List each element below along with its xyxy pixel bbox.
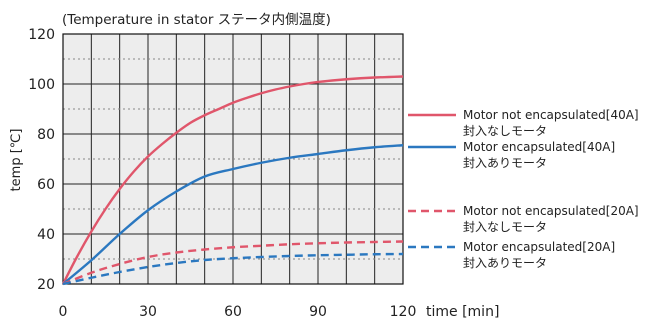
y-axis-label: temp [℃] [9,129,24,192]
legend-label-1: Motor not encapsulated[40A] [463,108,639,122]
x-tick-labels: 0 30 60 90 120 [59,304,417,320]
y-tick-label: 120 [28,27,55,43]
series-layer [61,75,404,286]
x-tick-label: 90 [309,304,327,320]
legend-label-ja-4: 封入ありモータ [463,256,547,270]
legend-label-ja-1: 封入なしモータ [463,124,547,138]
x-tick-label: 0 [59,304,68,320]
series-line-4 [62,252,404,286]
legend-label-4: Motor encapsulated[20A] [463,240,615,254]
y-tick-label: 20 [37,277,55,293]
y-tick-label: 80 [37,127,55,143]
y-tick-labels: 20 40 60 80 100 120 [28,27,55,293]
y-tick-label: 100 [28,77,55,93]
legend: Motor not encapsulated[40A] 封入なしモータ Motor … [408,108,639,270]
x-tick-label: 60 [224,304,242,320]
series-line-1 [61,75,404,285]
legend-label-3: Motor not encapsulated[20A] [463,204,639,218]
series-line-3 [62,240,404,286]
legend-label-ja-3: 封入なしモータ [463,220,547,234]
chart-title: (Temperature in stator ステータ内側温度) [62,12,331,28]
x-tick-label: 30 [139,304,157,320]
x-tick-label: 120 [390,304,417,320]
plot-border [62,33,404,285]
y-tick-label: 40 [37,227,55,243]
x-axis-label: time [min] [426,304,499,320]
legend-label-ja-2: 封入ありモータ [463,156,547,170]
series-line-2 [62,144,404,285]
y-tick-label: 60 [37,177,55,193]
legend-label-2: Motor encapsulated[40A] [463,140,615,154]
